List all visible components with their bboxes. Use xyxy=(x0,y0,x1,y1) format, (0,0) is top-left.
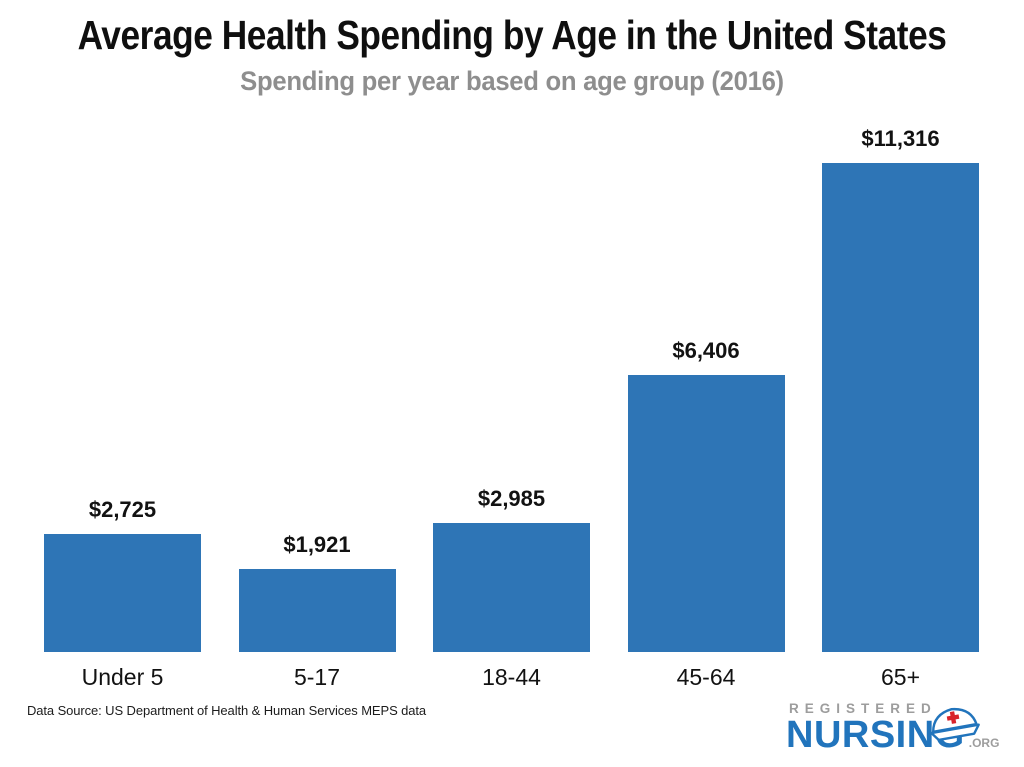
x-axis-category-label: 5-17 xyxy=(293,664,341,690)
bar-column-5-17: $1,921 5-17 xyxy=(238,100,396,690)
data-source-note: Data Source: US Department of Health & H… xyxy=(27,703,427,718)
bar-value-label: $2,985 xyxy=(477,486,546,511)
logo-tld-text: .ORG xyxy=(968,736,1000,750)
bar-column-18-44: $2,985 18-44 xyxy=(433,100,590,690)
chart-subtitle: Spending per year based on age group (20… xyxy=(240,66,784,96)
bar-value-label: $2,725 xyxy=(88,497,157,522)
bar xyxy=(44,534,201,652)
logo-registered-text: REGISTERED xyxy=(789,701,937,716)
bar-column-65-: $11,316 65+ xyxy=(822,100,979,690)
bar-value-label: $6,406 xyxy=(672,338,740,363)
bar xyxy=(627,375,785,652)
bar-column-under-5: $2,725 Under 5 xyxy=(44,100,201,690)
bar xyxy=(238,569,396,652)
bar-plot: $2,725 Under 5 $1,921 5-17 $2,985 18-44 $6,406… xyxy=(44,100,979,690)
bar-value-label: $1,921 xyxy=(283,532,351,557)
logo-wordmark-row: NURSING .ORG xyxy=(786,707,1016,754)
nurse-cap-icon xyxy=(930,707,980,742)
bar xyxy=(822,163,979,652)
registerednursing-logo: REGISTERED NURSING .ORG xyxy=(786,701,1016,755)
x-axis-category-label: Under 5 xyxy=(81,664,164,690)
x-axis-category-label: 45-64 xyxy=(676,664,736,690)
bar-column-45-64: $6,406 45-64 xyxy=(627,100,785,690)
bar-value-label: $11,316 xyxy=(861,126,940,151)
x-axis-category-label: 18-44 xyxy=(482,664,541,690)
x-axis-category-label: 65+ xyxy=(880,664,920,690)
chart-title: Average Health Spending by Age in the Un… xyxy=(77,12,947,58)
bar xyxy=(433,523,590,652)
